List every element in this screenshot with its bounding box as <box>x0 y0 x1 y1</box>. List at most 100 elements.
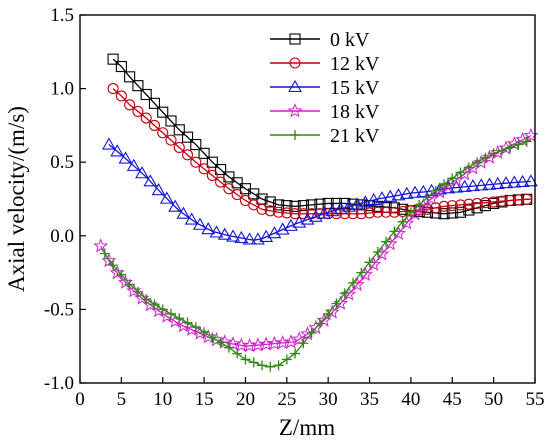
data-point-circle <box>521 193 533 205</box>
data-point-plus <box>381 236 392 247</box>
data-point-plus <box>207 332 218 343</box>
data-point-square <box>157 106 169 118</box>
data-point-triangle <box>242 232 257 245</box>
data-point-triangle <box>209 225 224 238</box>
y-tick-label: 1.5 <box>50 5 74 26</box>
data-point-triangle <box>201 222 216 235</box>
data-point-circle <box>289 57 301 69</box>
y-tick-label: 0.5 <box>50 152 74 173</box>
data-point-square <box>181 131 194 143</box>
legend-label: 0 kV <box>330 29 370 51</box>
data-point-triangle <box>466 179 480 192</box>
data-point-circle <box>512 194 525 206</box>
data-point-square <box>289 200 301 212</box>
data-point-triangle <box>168 199 183 212</box>
data-point-triangle <box>333 201 348 214</box>
data-point-square <box>454 206 467 218</box>
data-point-plus <box>141 294 152 305</box>
data-point-triangle <box>135 166 149 179</box>
data-point-circle <box>264 205 276 217</box>
data-point-plus <box>281 354 292 365</box>
x-tick-label: 20 <box>236 389 255 410</box>
data-point-triangle <box>126 158 141 171</box>
y-tick-label: 1.0 <box>50 79 74 100</box>
data-point-triangle <box>325 204 340 217</box>
data-point-plus <box>99 248 110 259</box>
data-point-plus <box>414 199 425 210</box>
data-point-square <box>190 138 202 151</box>
series-15-kv <box>102 137 538 245</box>
data-point-square <box>107 53 119 65</box>
data-point-circle <box>372 206 384 218</box>
data-point-triangle <box>383 189 398 202</box>
data-point-triangle <box>267 226 282 239</box>
data-point-triangle <box>482 177 497 190</box>
legend-label: 15 kV <box>330 77 380 99</box>
series-0-kv <box>107 53 533 220</box>
y-tick-label: 0.0 <box>50 226 74 247</box>
y-axis-label: Axial velocity/(m/s) <box>4 106 29 292</box>
data-point-triangle <box>102 137 116 150</box>
data-point-triangle <box>110 144 125 157</box>
data-point-circle <box>173 141 185 154</box>
data-point-triangle <box>416 184 431 198</box>
data-point-square <box>306 199 318 211</box>
data-point-circle <box>488 196 500 208</box>
data-point-plus <box>405 207 416 218</box>
data-point-plus <box>496 145 507 156</box>
data-point-circle <box>297 208 309 220</box>
data-point-circle <box>107 83 119 95</box>
plot-frame <box>79 14 536 384</box>
data-point-circle <box>463 198 475 210</box>
data-point-square <box>165 115 177 127</box>
data-point-circle <box>165 134 177 146</box>
data-point-plus <box>215 337 226 348</box>
data-point-plus <box>447 173 458 184</box>
data-point-star <box>250 337 266 352</box>
data-point-circle <box>157 127 169 139</box>
data-point-plus <box>521 136 532 147</box>
data-point-circle <box>272 206 285 218</box>
data-point-plus <box>182 317 193 328</box>
data-point-triangle <box>275 222 290 235</box>
data-point-plus <box>472 157 483 168</box>
data-point-triangle <box>176 206 191 219</box>
data-point-triangle <box>143 174 158 187</box>
data-point-star <box>242 337 258 353</box>
data-point-circle <box>132 105 144 117</box>
data-point-triangle <box>234 230 249 244</box>
data-point-triangle <box>350 197 365 210</box>
data-point-star <box>93 238 109 253</box>
data-point-star <box>258 336 274 351</box>
data-point-plus <box>290 348 301 359</box>
data-point-square <box>264 196 276 208</box>
data-point-triangle <box>457 179 472 192</box>
data-point-plus <box>174 313 185 324</box>
data-point-triangle <box>391 188 406 201</box>
series-12-kv <box>107 83 533 220</box>
x-tick-label: 55 <box>526 389 545 410</box>
legend-item: 18 kV <box>270 101 380 123</box>
data-point-circle <box>397 205 409 218</box>
data-point-triangle <box>341 199 356 212</box>
data-point-triangle <box>432 182 447 195</box>
data-point-plus <box>463 162 474 173</box>
data-point-circle <box>363 207 376 219</box>
data-point-circle <box>438 200 450 212</box>
plot-series <box>93 53 539 372</box>
data-point-plus <box>190 322 201 333</box>
data-point-plus <box>364 257 375 268</box>
data-point-plus <box>397 216 408 227</box>
legend-item: 12 kV <box>270 53 380 75</box>
data-point-plus <box>248 357 259 368</box>
data-point-circle <box>198 163 210 175</box>
data-point-plus <box>430 185 441 196</box>
data-point-triangle <box>250 232 265 245</box>
data-point-circle <box>124 99 136 111</box>
data-point-plus <box>348 277 358 288</box>
series-21-kv <box>99 136 532 372</box>
data-point-triangle <box>507 175 522 188</box>
data-point-plus <box>265 361 276 372</box>
legend-label: 21 kV <box>330 125 380 147</box>
